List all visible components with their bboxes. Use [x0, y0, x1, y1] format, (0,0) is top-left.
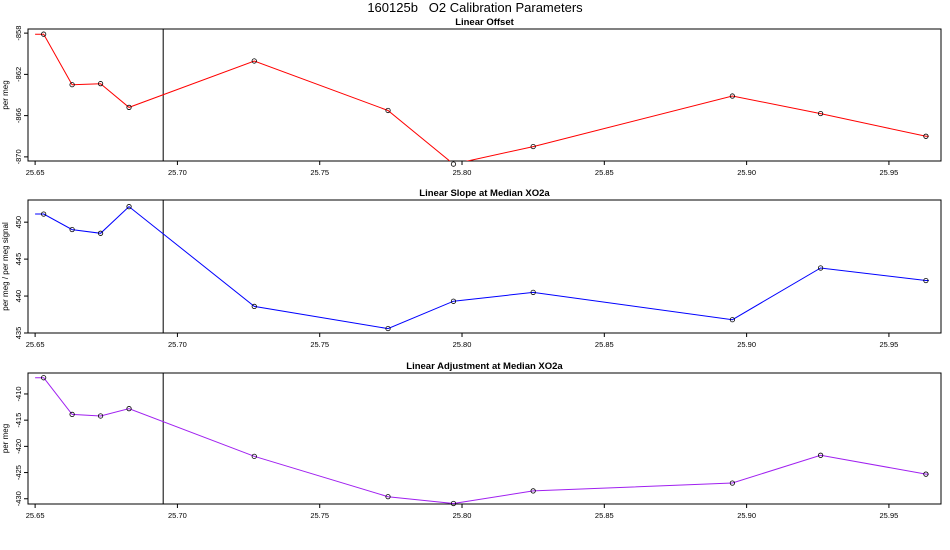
slope-x-tick-label: 25.65 — [26, 340, 45, 349]
adjustment-y-tick-label: -425 — [14, 465, 23, 480]
adjustment-plot-frame — [27, 372, 942, 505]
offset-data-point — [69, 82, 75, 88]
offset-x-tick-label: 25.75 — [310, 168, 329, 177]
slope-data-point — [450, 298, 457, 304]
offset-y-axis-label: per meg — [1, 80, 10, 109]
slope-y-tick-label: 435 — [14, 327, 23, 340]
slope-data-point — [923, 277, 929, 284]
slope-title: Linear Slope at Median XO2a — [419, 188, 550, 199]
adjustment-x-tick-label: 25.95 — [880, 511, 899, 520]
offset-plot-frame — [27, 28, 942, 162]
slope-x-tick-label: 25.85 — [595, 340, 614, 349]
offset-y-tick-label: -866 — [14, 108, 23, 123]
slope-data-point — [385, 325, 391, 332]
slope-y-axis-label: per meg / per meg signal — [1, 222, 10, 311]
slope-x-tick-label: 25.80 — [453, 340, 472, 349]
slope-series-line — [35, 205, 929, 330]
adjustment-series-line — [35, 377, 929, 504]
adjustment-data-point — [41, 375, 47, 381]
figure-title: 160125b O2 Calibration Parameters — [367, 0, 583, 15]
slope-y-tick-label: 445 — [14, 253, 23, 266]
offset-x-tick-label: 25.80 — [453, 168, 472, 177]
slope-data-point — [69, 226, 75, 233]
adjustment-data-point — [450, 500, 457, 507]
slope-plot-frame — [27, 199, 942, 334]
offset-x-tick-label: 25.65 — [26, 168, 45, 177]
slope-y-tick-label: 450 — [14, 216, 23, 229]
offset-y-tick-label: -870 — [14, 149, 23, 164]
offset-data-point — [97, 81, 104, 87]
offset-data-point — [251, 58, 257, 64]
adjustment-panel: Linear Adjustment at Median XO2a 25.65 25.… — [1, 361, 942, 520]
offset-x-tick-label: 25.70 — [168, 168, 187, 177]
adjustment-y-tick-label: -430 — [14, 491, 23, 506]
adjustment-y-axis-label: per meg — [1, 424, 10, 453]
offset-data-point — [923, 133, 929, 139]
adjustment-data-point — [126, 406, 132, 412]
slope-data-point — [729, 317, 735, 323]
offset-x-tick-label: 25.85 — [595, 168, 614, 177]
offset-data-point — [41, 31, 47, 37]
slope-x-tick-label: 25.95 — [880, 340, 899, 349]
offset-data-point — [818, 110, 824, 117]
slope-x-tick-label: 25.75 — [310, 340, 329, 349]
adjustment-y-tick-label: -410 — [14, 386, 23, 401]
adjustment-x-tick-label: 25.65 — [26, 511, 45, 520]
offset-data-point — [530, 143, 536, 150]
slope-data-point — [126, 204, 132, 210]
slope-data-point — [97, 230, 104, 236]
slope-panel: Linear Slope at Median XO2a 25.65 25.70 25.… — [1, 188, 942, 349]
adjustment-x-tick-label: 25.85 — [595, 511, 614, 520]
adjustment-x-tick-label: 25.90 — [737, 511, 756, 520]
slope-y-tick-label: 440 — [14, 290, 23, 303]
slope-x-tick-label: 25.90 — [737, 340, 756, 349]
offset-panel: Linear Offset 25.65 25.70 25.75 25.80 25.85 25… — [1, 17, 942, 177]
adjustment-data-point — [818, 452, 824, 458]
offset-data-point — [450, 161, 457, 167]
adjustment-y-tick-label: -420 — [14, 439, 23, 454]
offset-series-line — [35, 33, 929, 161]
offset-x-tick-label: 25.90 — [737, 168, 756, 177]
adjustment-data-point — [530, 488, 536, 494]
slope-data-point — [530, 289, 536, 295]
offset-title: Linear Offset — [455, 17, 514, 28]
adjustment-data-point — [97, 413, 104, 419]
adjustment-y-tick-label: -415 — [14, 413, 23, 428]
adjustment-x-tick-label: 25.70 — [168, 511, 187, 520]
adjustment-data-point — [923, 471, 929, 477]
adjustment-data-point — [729, 480, 735, 486]
adjustment-data-point — [69, 411, 75, 417]
offset-y-tick-label: -862 — [14, 67, 23, 82]
slope-data-point — [818, 265, 824, 271]
offset-data-point — [729, 93, 735, 99]
slope-data-point — [251, 303, 257, 309]
offset-data-point — [126, 104, 132, 110]
adjustment-data-point — [385, 494, 391, 500]
adjustment-x-tick-label: 25.80 — [453, 511, 472, 520]
slope-x-tick-label: 25.70 — [168, 340, 187, 349]
adjustment-x-tick-label: 25.75 — [310, 511, 329, 520]
slope-data-point — [41, 211, 47, 217]
offset-data-point — [385, 107, 391, 114]
adjustment-title: Linear Adjustment at Median XO2a — [406, 361, 563, 372]
offset-x-tick-label: 25.95 — [880, 168, 899, 177]
adjustment-data-point — [251, 453, 257, 459]
offset-y-tick-label: -858 — [14, 26, 23, 41]
